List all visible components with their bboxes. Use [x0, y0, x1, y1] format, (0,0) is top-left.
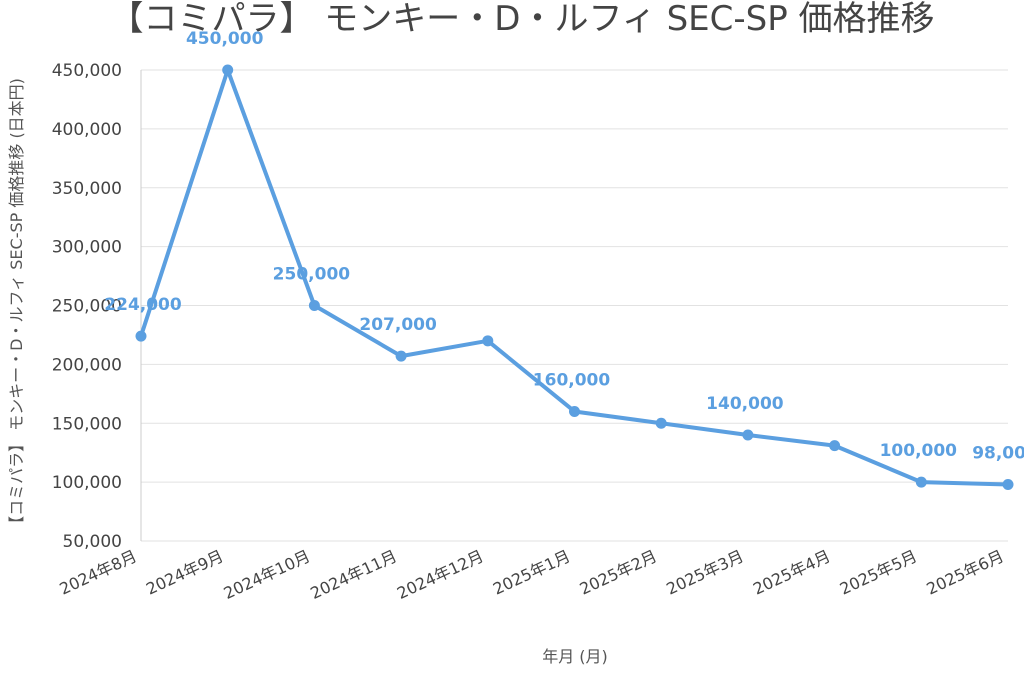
- data-point: [395, 350, 407, 362]
- data-point: [655, 417, 667, 429]
- data-point: [915, 476, 927, 488]
- x-tick-label: 2025年1月: [490, 546, 573, 598]
- data-point: [308, 300, 320, 311]
- data-label: 100,000: [880, 441, 958, 461]
- data-label: 98,000: [972, 443, 1024, 463]
- x-tick-label: 2024年9月: [143, 546, 226, 598]
- data-label: 450,000: [186, 29, 264, 49]
- data-point: [569, 405, 580, 417]
- y-tick-label: 200,000: [52, 355, 122, 375]
- x-tick-label: 2024年8月: [57, 546, 140, 598]
- x-tick-label: 2025年4月: [750, 546, 833, 598]
- data-label: 224,000: [104, 295, 182, 315]
- data-point: [1002, 478, 1014, 490]
- chart-title: 【コミパラ】 モンキー・D・ルフィ SEC-SP 価格推移: [109, 0, 934, 39]
- data-label: 250,000: [273, 265, 351, 285]
- y-tick-label: 400,000: [52, 120, 122, 140]
- x-tick-label: 2025年5月: [837, 546, 920, 598]
- x-tick-label: 2025年2月: [577, 546, 660, 598]
- y-tick-label: 150,000: [52, 414, 122, 434]
- data-label: 207,000: [359, 315, 437, 335]
- series-price: [135, 64, 1014, 490]
- y-tick-label: 250,000: [52, 297, 122, 317]
- data-labels: 224,000 450,000 250,000 207,000 160,000 140,0…: [104, 29, 1024, 463]
- data-point: [222, 64, 234, 76]
- gridlines: [140, 69, 1008, 542]
- y-axis-label: 【コミパラ】 モンキー・D・ルフィ SEC-SP 価格推移 (日本円): [7, 78, 26, 532]
- y-tick-label: 300,000: [52, 238, 122, 258]
- series-line: [139, 68, 1009, 487]
- x-tick-label: 2024年12月: [394, 546, 486, 603]
- x-tick-label: 2025年3月: [663, 546, 746, 598]
- data-point: [135, 330, 147, 342]
- x-tick-label: 2024年11月: [307, 546, 399, 603]
- data-point: [829, 440, 841, 452]
- y-tick-label: 350,000: [52, 179, 122, 199]
- y-axis-ticks: 50,000 100,000 150,000 200,000 250,000 300,00…: [52, 61, 122, 552]
- x-tick-label: 2024年10月: [221, 546, 313, 603]
- y-tick-label: 50,000: [63, 532, 122, 552]
- data-label: 160,000: [533, 370, 611, 390]
- x-axis-label: 年月 (月): [542, 647, 608, 666]
- data-label: 140,000: [706, 394, 784, 414]
- x-tick-label: 2025年6月: [924, 546, 1007, 598]
- data-point: [482, 335, 494, 347]
- data-point: [742, 429, 754, 441]
- y-tick-label: 450,000: [52, 61, 122, 81]
- y-tick-label: 100,000: [52, 473, 122, 493]
